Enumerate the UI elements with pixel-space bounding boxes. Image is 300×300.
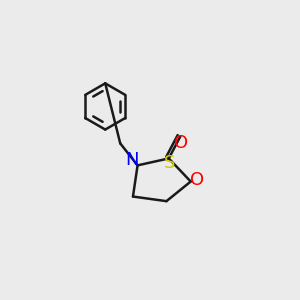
Text: N: N <box>125 151 139 169</box>
Text: O: O <box>190 171 204 189</box>
Text: S: S <box>164 154 176 172</box>
Text: O: O <box>174 134 188 152</box>
